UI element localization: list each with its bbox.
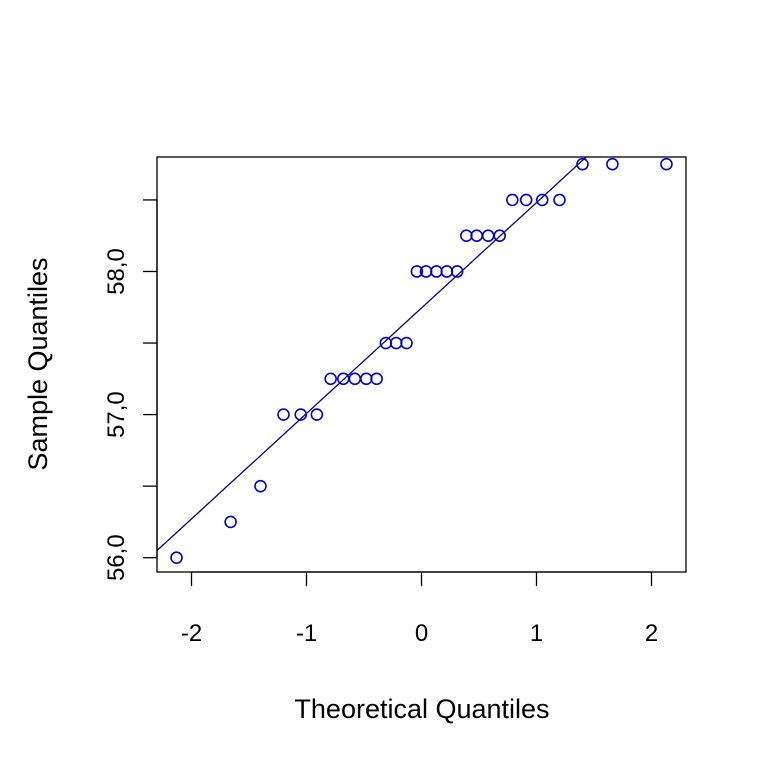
data-point bbox=[254, 479, 267, 493]
data-point bbox=[410, 265, 424, 278]
plot-frame bbox=[156, 156, 687, 573]
data-point bbox=[294, 408, 308, 421]
data-point bbox=[440, 265, 454, 278]
data-point bbox=[430, 265, 443, 278]
data-point bbox=[470, 229, 484, 243]
data-point bbox=[450, 265, 464, 278]
data-point bbox=[660, 157, 673, 171]
data-point bbox=[535, 193, 549, 207]
data-point bbox=[400, 336, 413, 350]
x-axis: -2 -1 0 1 2 bbox=[181, 571, 658, 647]
reference-line bbox=[157, 157, 588, 552]
data-point bbox=[553, 193, 566, 207]
data-point bbox=[224, 515, 237, 529]
y-axis-title: Sample Quantiles bbox=[23, 257, 53, 470]
y-axis: 56,0 57,0 58,0 bbox=[103, 199, 158, 581]
data-point bbox=[379, 336, 393, 350]
x-tick-label: 0 bbox=[415, 620, 428, 647]
x-tick-label: -2 bbox=[181, 620, 202, 647]
data-point bbox=[481, 229, 495, 243]
data-point bbox=[359, 372, 373, 386]
x-axis-title: Theoretical Quantiles bbox=[294, 694, 549, 724]
data-point bbox=[606, 157, 619, 171]
data-point bbox=[506, 193, 519, 207]
data-point bbox=[519, 193, 533, 207]
data-point bbox=[460, 229, 473, 243]
data-point bbox=[348, 372, 362, 386]
data-point bbox=[310, 408, 324, 421]
x-tick-label: 1 bbox=[530, 620, 543, 647]
data-point bbox=[389, 336, 403, 350]
data-point bbox=[576, 157, 589, 171]
y-tick-label: 56,0 bbox=[103, 534, 130, 581]
data-point bbox=[370, 372, 383, 386]
data-point bbox=[493, 229, 507, 243]
x-tick-label: -1 bbox=[296, 620, 317, 647]
data-point bbox=[277, 408, 290, 421]
y-tick-label: 57,0 bbox=[103, 391, 130, 438]
data-point bbox=[170, 551, 183, 564]
data-point bbox=[324, 372, 337, 386]
y-tick-label: 58,0 bbox=[103, 248, 130, 295]
x-tick-label: 2 bbox=[645, 620, 658, 647]
data-point bbox=[336, 372, 350, 386]
